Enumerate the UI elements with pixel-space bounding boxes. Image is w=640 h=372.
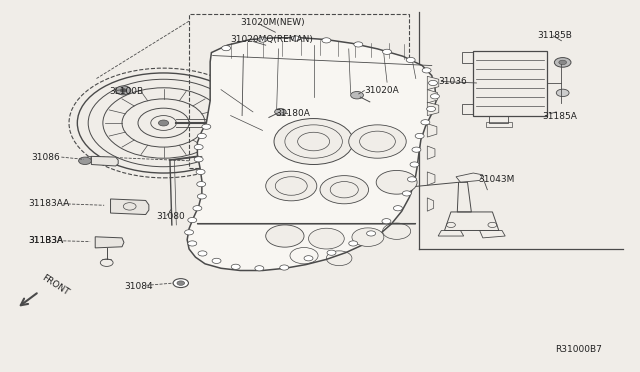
Text: 31086: 31086 <box>31 153 60 161</box>
Polygon shape <box>187 38 436 270</box>
Circle shape <box>394 206 403 211</box>
Circle shape <box>197 194 206 199</box>
Circle shape <box>352 228 384 246</box>
Circle shape <box>274 119 353 164</box>
Circle shape <box>79 157 92 164</box>
Circle shape <box>231 264 240 269</box>
Circle shape <box>202 124 211 129</box>
Text: 3L100B: 3L100B <box>109 87 143 96</box>
Polygon shape <box>428 76 439 90</box>
Circle shape <box>351 92 364 99</box>
Circle shape <box>304 256 313 261</box>
Text: FRONT: FRONT <box>40 273 71 297</box>
Circle shape <box>188 241 196 246</box>
Polygon shape <box>95 237 124 248</box>
Circle shape <box>280 265 289 270</box>
Circle shape <box>554 58 571 67</box>
Circle shape <box>427 106 436 112</box>
Circle shape <box>308 228 344 249</box>
Circle shape <box>193 206 202 211</box>
Polygon shape <box>428 146 435 159</box>
Circle shape <box>383 49 392 54</box>
Polygon shape <box>428 90 438 103</box>
Text: 31183AA: 31183AA <box>28 199 69 208</box>
Circle shape <box>406 57 415 62</box>
Text: 31020MQ(REMAN): 31020MQ(REMAN) <box>230 35 314 44</box>
Circle shape <box>255 266 264 271</box>
Circle shape <box>320 176 369 204</box>
Circle shape <box>322 38 331 43</box>
Polygon shape <box>428 198 434 211</box>
Circle shape <box>349 241 358 246</box>
Circle shape <box>429 80 438 86</box>
Polygon shape <box>92 156 118 166</box>
Polygon shape <box>428 102 439 116</box>
Polygon shape <box>111 199 149 215</box>
Text: 311B3A: 311B3A <box>28 236 63 246</box>
Circle shape <box>327 250 336 255</box>
Circle shape <box>422 68 431 73</box>
Polygon shape <box>428 172 435 185</box>
Circle shape <box>194 144 203 150</box>
Circle shape <box>291 36 300 41</box>
Text: 31180A: 31180A <box>275 109 310 118</box>
Text: 31020A: 31020A <box>365 86 399 95</box>
Circle shape <box>408 177 417 182</box>
Circle shape <box>431 94 440 99</box>
Circle shape <box>275 109 286 115</box>
Polygon shape <box>428 124 437 137</box>
Circle shape <box>376 170 417 194</box>
Circle shape <box>410 162 419 167</box>
Circle shape <box>196 169 205 174</box>
Circle shape <box>197 134 206 138</box>
Circle shape <box>184 230 193 235</box>
Circle shape <box>177 281 184 285</box>
Text: 31084: 31084 <box>124 282 152 291</box>
Circle shape <box>188 218 196 223</box>
Circle shape <box>266 225 304 247</box>
Circle shape <box>196 182 205 187</box>
Circle shape <box>120 89 127 92</box>
Circle shape <box>173 279 188 288</box>
Circle shape <box>221 45 230 51</box>
Circle shape <box>198 251 207 256</box>
Text: 31185B: 31185B <box>537 31 572 41</box>
Circle shape <box>382 219 391 224</box>
Circle shape <box>415 134 424 138</box>
Circle shape <box>367 231 376 236</box>
Circle shape <box>559 60 566 65</box>
Text: 31020M(NEW): 31020M(NEW) <box>240 19 305 28</box>
Circle shape <box>403 191 412 196</box>
Circle shape <box>556 89 569 97</box>
Circle shape <box>349 125 406 158</box>
Text: R31000B7: R31000B7 <box>555 345 602 354</box>
Circle shape <box>412 147 421 152</box>
Text: 31185A: 31185A <box>542 112 577 121</box>
Text: 31183A: 31183A <box>28 236 63 246</box>
Circle shape <box>159 120 169 126</box>
Text: 31080: 31080 <box>156 212 184 221</box>
Circle shape <box>116 86 131 95</box>
Circle shape <box>258 37 267 42</box>
Circle shape <box>266 171 317 201</box>
Text: 31036: 31036 <box>438 77 467 86</box>
Circle shape <box>354 42 363 47</box>
Text: 31043M: 31043M <box>478 175 515 184</box>
Circle shape <box>194 157 203 162</box>
Circle shape <box>212 258 221 263</box>
Circle shape <box>421 120 430 125</box>
